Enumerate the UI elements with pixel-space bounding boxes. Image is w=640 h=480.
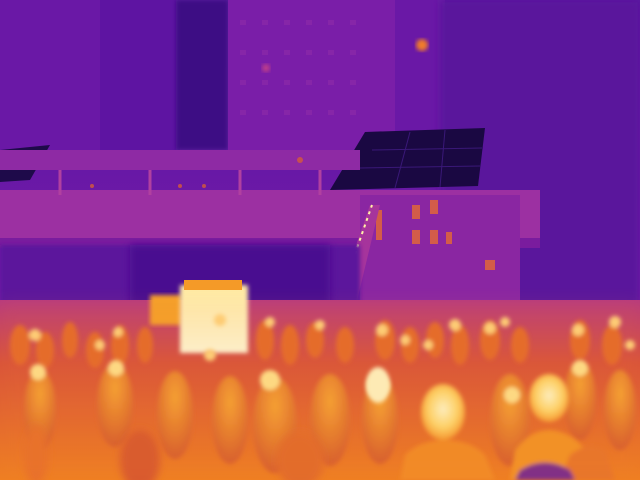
thermal-haze (0, 300, 640, 480)
glass-entrance (360, 195, 520, 315)
buildings (0, 0, 640, 320)
